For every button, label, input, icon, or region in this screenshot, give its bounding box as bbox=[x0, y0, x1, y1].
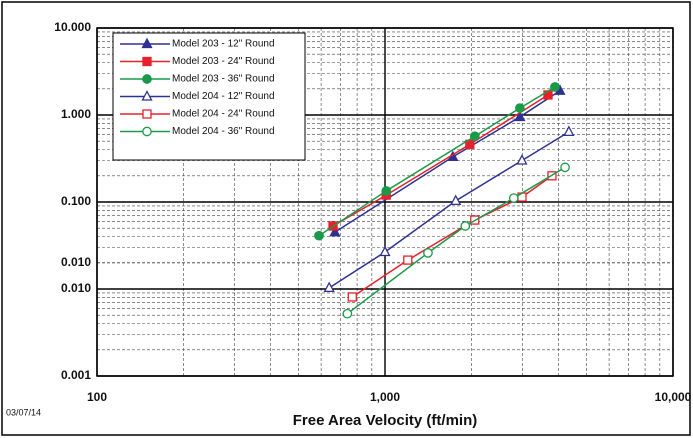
marker bbox=[403, 255, 413, 265]
y-tick-label: 0.010 bbox=[61, 281, 91, 295]
series-line bbox=[332, 94, 549, 227]
legend-label: Model 204 - 24" Round bbox=[172, 109, 275, 120]
legend-label: Model 204 - 36" Round bbox=[172, 126, 275, 137]
marker bbox=[450, 194, 462, 206]
y-tick-label: 0.010 bbox=[61, 255, 91, 269]
y-tick-label: 10.000 bbox=[54, 20, 91, 34]
legend-label: Model 203 - 36" Round bbox=[172, 74, 275, 85]
marker bbox=[423, 248, 433, 258]
marker bbox=[469, 131, 480, 142]
marker bbox=[460, 221, 471, 231]
x-tick-label: 10,000 bbox=[655, 390, 692, 404]
marker bbox=[379, 245, 391, 257]
y-tick-label: 1.000 bbox=[61, 107, 91, 121]
series-line bbox=[334, 90, 561, 233]
marker bbox=[342, 308, 353, 319]
legend-marker bbox=[142, 126, 152, 137]
marker bbox=[465, 139, 475, 149]
legend-label: Model 204 - 12" Round bbox=[172, 91, 275, 102]
legend-marker bbox=[142, 74, 152, 84]
marker bbox=[514, 110, 526, 122]
y-tick-label: 0.001 bbox=[61, 368, 91, 382]
legend-marker bbox=[142, 56, 152, 67]
marker bbox=[563, 125, 575, 137]
legend-marker bbox=[141, 90, 153, 101]
marker bbox=[329, 225, 341, 237]
legend-label: Model 203 - 24" Round bbox=[172, 56, 275, 67]
marker bbox=[323, 281, 335, 293]
marker bbox=[347, 292, 357, 302]
marker bbox=[560, 162, 570, 173]
x-tick-label: 100 bbox=[87, 390, 107, 404]
y-tick-label: 0.100 bbox=[61, 194, 91, 208]
marker bbox=[508, 193, 519, 203]
plot-border bbox=[96, 27, 674, 377]
legend-label: Model 203 - 12" Round bbox=[172, 39, 275, 50]
marker bbox=[550, 82, 560, 92]
marker bbox=[381, 186, 392, 196]
x-axis-label: Free Area Velocity (ft/min) bbox=[293, 412, 478, 429]
marker bbox=[516, 154, 528, 165]
marker bbox=[314, 230, 324, 241]
x-tick-label: 1,000 bbox=[370, 390, 400, 404]
legend-marker bbox=[141, 37, 153, 49]
series-line bbox=[328, 131, 570, 289]
legend-marker bbox=[142, 109, 152, 119]
legend: Model 203 - 12" Round Model 203 - 24" Rou… bbox=[112, 32, 306, 161]
marker bbox=[515, 103, 525, 113]
date: 03/07/14 bbox=[6, 407, 41, 417]
